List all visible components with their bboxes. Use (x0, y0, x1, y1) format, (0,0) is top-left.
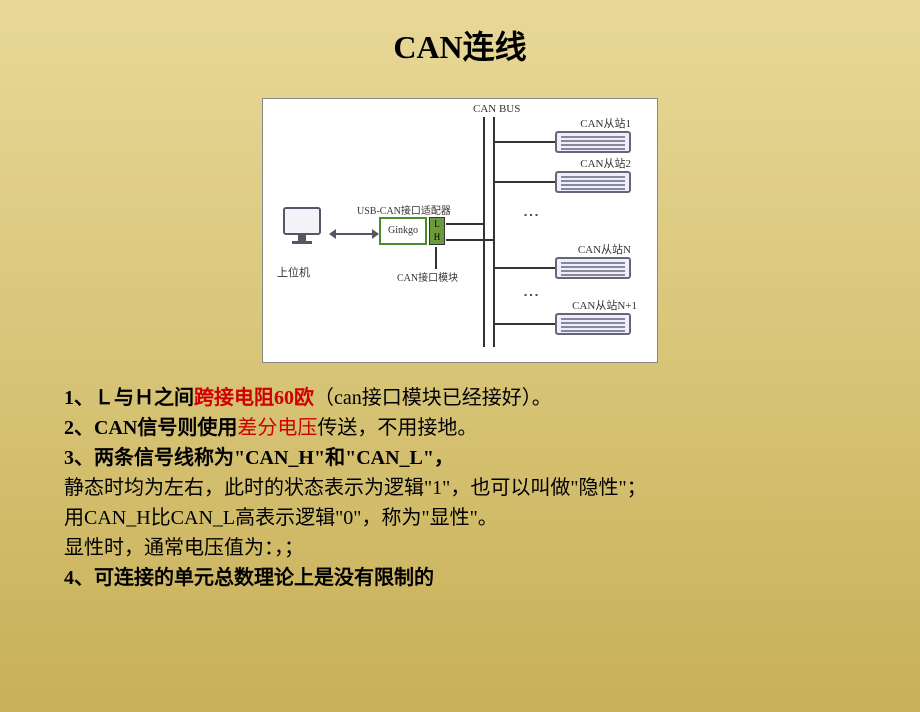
bus-line-l (483, 117, 485, 347)
can-slave-node (555, 313, 631, 335)
text: 1、Ｌ与Ｈ之间 (64, 387, 194, 409)
slave-wire (495, 181, 555, 183)
ginkgo-box: Ginkgo (379, 217, 427, 245)
wire-h (446, 239, 494, 241)
slave-wire (495, 267, 555, 269)
lh-terminal-block: LH (429, 217, 445, 245)
point-3: 3、两条信号线称为"CAN_H"和"CAN_L"， (64, 443, 856, 473)
can-slave-node (555, 171, 631, 193)
usb-can-adapter-label: USB-CAN接口适配器 (357, 202, 451, 217)
slave-label: CAN从站1 (580, 115, 631, 131)
host-label: 上位机 (277, 264, 310, 280)
host-pc-icon (277, 207, 327, 252)
ellipsis-icon: ⋮ (521, 207, 540, 224)
terminal-l-label: L (434, 219, 440, 229)
point-2: 2、CAN信号则使用差分电压传送，不用接地。 (64, 413, 856, 443)
slave-label: CAN从站2 (580, 155, 631, 171)
highlight-text: 差分电压 (237, 417, 317, 439)
wire-l (446, 223, 484, 225)
terminal-h-label: H (434, 232, 441, 242)
can-slave-node (555, 257, 631, 279)
body-text: 1、Ｌ与Ｈ之间跨接电阻60欧（can接口模块已经接好）。 2、CAN信号则使用差… (64, 383, 856, 593)
bus-label: CAN BUS (473, 103, 520, 115)
point-3d: 显性时，通常电压值为：，； (64, 533, 856, 563)
slave-wire (495, 323, 555, 325)
can-slave-node (555, 131, 631, 153)
text: 2、CAN信号则使用 (64, 417, 237, 439)
bus-line-h (493, 117, 495, 347)
bidir-arrow-icon (329, 229, 379, 239)
page-title: CAN连线 (0, 22, 920, 68)
text: 传送，不用接地。 (317, 417, 477, 439)
slave-label: CAN从站N+1 (572, 297, 637, 313)
can-diagram: CAN BUS 上位机 USB-CAN接口适配器 Ginkgo LH CAN接口… (262, 98, 658, 363)
point-3b: 静态时均为左右，此时的状态表示为逻辑"1"，也可以叫做"隐性"； (64, 473, 856, 503)
ellipsis-icon: ⋮ (521, 287, 540, 304)
module-pointer-line (435, 247, 437, 269)
point-1: 1、Ｌ与Ｈ之间跨接电阻60欧（can接口模块已经接好）。 (64, 383, 856, 413)
can-module-label: CAN接口模块 (397, 269, 458, 284)
point-3c: 用CAN_H比CAN_L高表示逻辑"0"，称为"显性"。 (64, 503, 856, 533)
point-4: 4、可连接的单元总数理论上是没有限制的 (64, 563, 856, 593)
text: （can接口模块已经接好）。 (314, 387, 552, 409)
slave-wire (495, 141, 555, 143)
slave-label: CAN从站N (578, 241, 631, 257)
highlight-text: 跨接电阻60欧 (194, 387, 314, 409)
